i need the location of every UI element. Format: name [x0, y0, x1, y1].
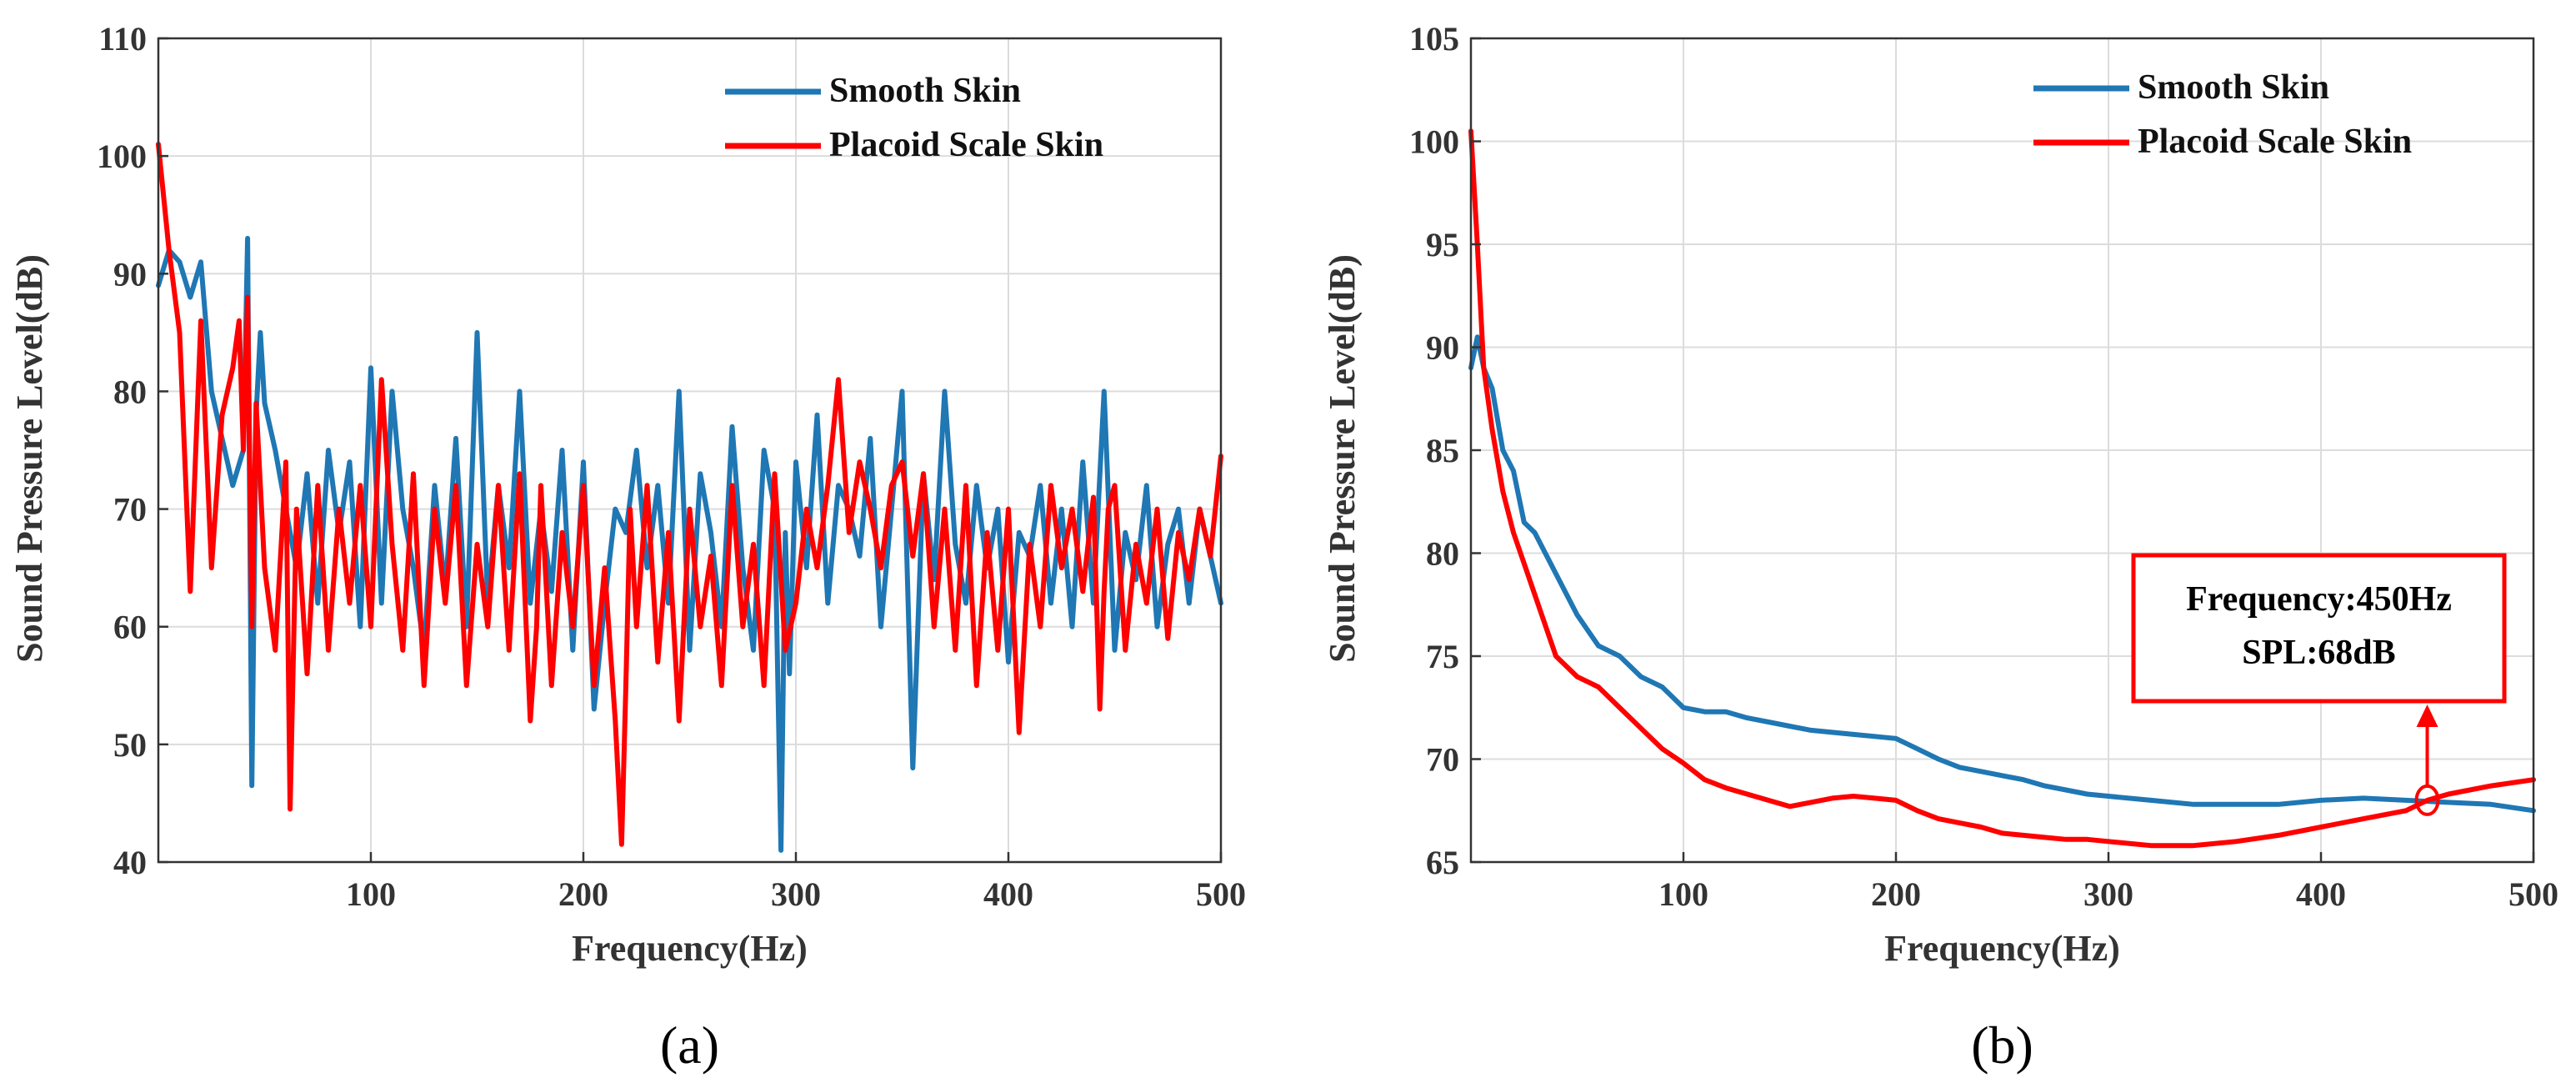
annotation-frequency: Frequency:450Hz: [2186, 580, 2452, 619]
chart-b-panel-label: (b): [1971, 1015, 2033, 1075]
chart-a-frame: [157, 37, 1223, 864]
chart-b-ylabel: Sound Pressure Level(dB): [1322, 254, 1363, 663]
annotation-arrowhead: [2416, 704, 2438, 727]
chart-a-legend: Smooth Skin Placoid Scale Skin: [725, 72, 1103, 164]
chart-a-series: [156, 142, 1223, 853]
y-tick-label: 85: [1426, 432, 1459, 469]
x-tick-label: 300: [771, 875, 821, 913]
x-tick-label: 500: [1196, 875, 1246, 913]
chart-a-ticks: 100 200 300 400 500 40 50 60 70 80 90 100 110: [97, 20, 1246, 913]
y-tick-label: 105: [1409, 20, 1459, 58]
chart-b-ticks: 100 200 300 400 500 65 70 75 80 85 90 95 100 105: [1409, 20, 2558, 913]
x-tick-label: 400: [983, 875, 1033, 913]
chart-a: 100 200 300 400 500 40 50 60 70 80 90 100 110 Freque…: [9, 20, 1246, 1075]
y-tick-label: 90: [1426, 329, 1459, 367]
chart-a-ylabel: Sound Pressure Level(dB): [9, 254, 50, 663]
x-tick-label: 500: [2508, 875, 2558, 913]
chart-b-annotation: Frequency:450Hz SPL:68dB: [2131, 553, 2507, 816]
legend-label: Smooth Skin: [2138, 68, 2329, 107]
legend-label: Placoid Scale Skin: [2138, 123, 2412, 161]
annotation-marker: [2414, 784, 2440, 816]
y-tick-label: 75: [1426, 638, 1459, 675]
annotation-box: [2131, 553, 2507, 704]
y-tick-label: 60: [113, 609, 147, 646]
x-tick-label: 300: [2083, 875, 2133, 913]
series-line-smooth-skin: [1468, 334, 2536, 814]
x-tick-label: 100: [346, 875, 396, 913]
chart-a-xlabel: Frequency(Hz): [572, 928, 808, 969]
x-tick-label: 100: [1658, 875, 1708, 913]
chart-b-xlabel: Frequency(Hz): [1884, 928, 2120, 969]
chart-b-grid: [1471, 38, 2533, 862]
y-tick-label: 110: [98, 20, 147, 58]
y-tick-label: 50: [113, 726, 147, 764]
y-tick-label: 100: [1409, 123, 1459, 161]
annotation-spl: SPL:68dB: [2242, 634, 2395, 672]
chart-a-panel-label: (a): [660, 1015, 719, 1075]
y-tick-label: 80: [1426, 535, 1459, 573]
y-tick-label: 100: [97, 138, 147, 175]
y-tick-label: 70: [113, 491, 147, 529]
y-tick-label: 40: [113, 844, 147, 881]
x-tick-label: 400: [2296, 875, 2346, 913]
legend-label: Placoid Scale Skin: [829, 126, 1103, 164]
chart-b: 100 200 300 400 500 65 70 75 80 85 90 95 100 105 Freq…: [1322, 20, 2558, 1075]
y-tick-label: 80: [113, 373, 147, 410]
series-line-placoid-scale-skin: [1468, 128, 2536, 849]
y-tick-label: 95: [1426, 226, 1459, 263]
y-tick-label: 90: [113, 255, 147, 293]
x-tick-label: 200: [558, 875, 608, 913]
chart-b-legend: Smooth Skin Placoid Scale Skin: [2033, 68, 2412, 161]
x-tick-label: 200: [1871, 875, 1921, 913]
y-tick-label: 70: [1426, 741, 1459, 779]
y-tick-label: 65: [1426, 844, 1459, 881]
legend-label: Smooth Skin: [829, 72, 1021, 110]
series-line-placoid-scale-skin: [156, 142, 1223, 847]
chart-b-series: [1468, 128, 2536, 849]
